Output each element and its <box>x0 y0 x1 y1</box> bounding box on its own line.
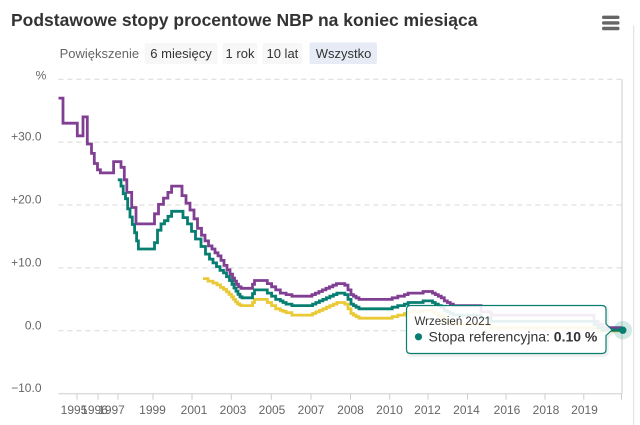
svg-text:Podstawowe stopy procentowe NB: Podstawowe stopy procentowe NBP na konie… <box>11 10 478 30</box>
svg-text:2016: 2016 <box>494 403 521 417</box>
svg-text:6 miesięcy: 6 miesięcy <box>150 46 212 61</box>
svg-text:Wrzesień 2021: Wrzesień 2021 <box>415 316 492 328</box>
svg-text:%: % <box>36 69 47 83</box>
svg-text:2012: 2012 <box>414 403 441 417</box>
svg-text:2007: 2007 <box>298 403 325 417</box>
svg-text:2001: 2001 <box>181 403 208 417</box>
svg-text:2010: 2010 <box>376 403 403 417</box>
svg-text:+10.0: +10.0 <box>11 255 42 269</box>
svg-text:1996: 1996 <box>81 403 108 417</box>
svg-text:−10.0: −10.0 <box>11 381 42 395</box>
svg-text:2005: 2005 <box>259 403 286 417</box>
svg-text:10 lat: 10 lat <box>266 46 298 61</box>
svg-text:2019: 2019 <box>571 403 598 417</box>
svg-text:+20.0: +20.0 <box>11 193 42 207</box>
svg-text:2008: 2008 <box>337 403 364 417</box>
svg-text:2018: 2018 <box>533 403 560 417</box>
svg-text:1 rok: 1 rok <box>226 46 255 61</box>
svg-text:1995: 1995 <box>61 403 88 417</box>
svg-text:2014: 2014 <box>453 403 480 417</box>
svg-text:1999: 1999 <box>139 403 166 417</box>
svg-text:+30.0: +30.0 <box>11 130 42 144</box>
svg-text:2003: 2003 <box>220 403 247 417</box>
svg-text:Wszystko: Wszystko <box>316 46 372 61</box>
svg-text:Powiększenie: Powiększenie <box>60 46 140 61</box>
svg-text:0.0: 0.0 <box>25 318 42 332</box>
svg-text:Stopa referencyjna: 0.10 %: Stopa referencyjna: 0.10 % <box>429 329 598 345</box>
svg-text:1997: 1997 <box>98 403 125 417</box>
